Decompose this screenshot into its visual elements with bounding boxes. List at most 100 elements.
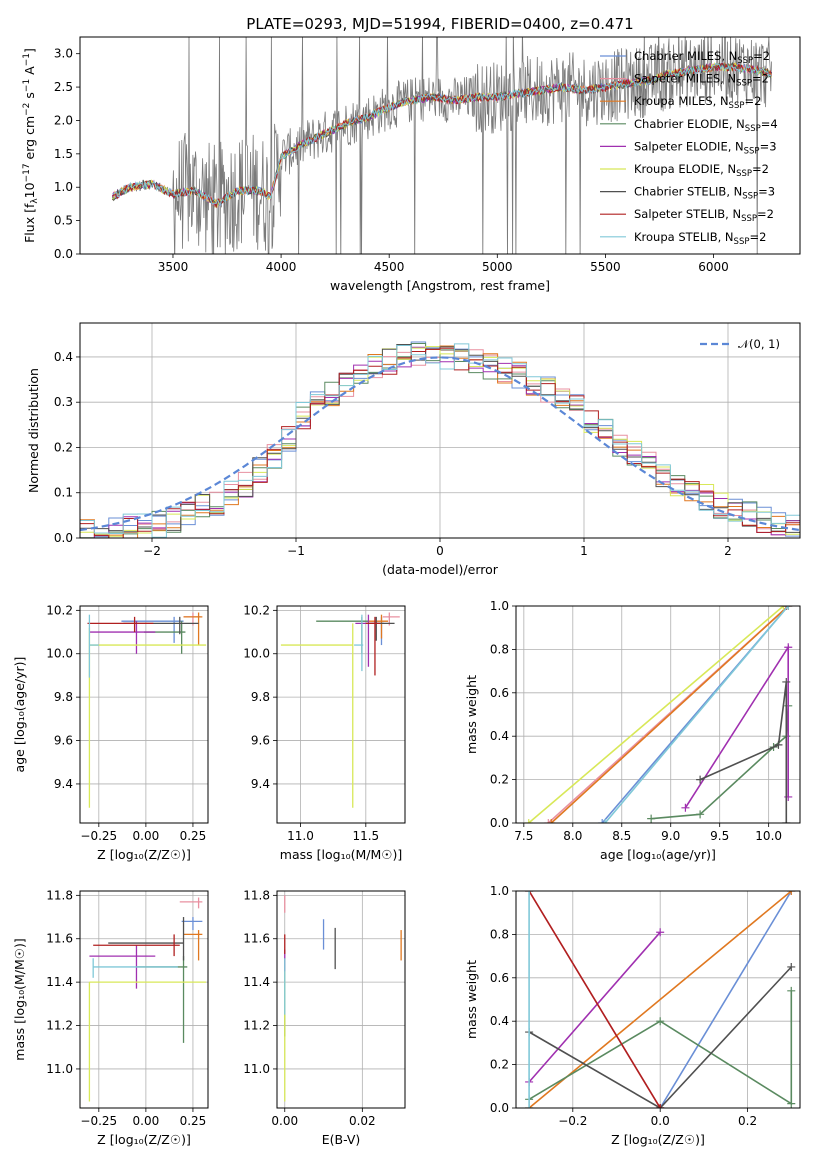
x-tick-label: 0.2	[738, 1114, 757, 1128]
plus-marker	[787, 891, 796, 895]
x-tick-label: 8.5	[612, 829, 631, 843]
x-tick-label: 11.0	[287, 829, 314, 843]
plus-marker	[681, 803, 690, 812]
y-tick-label: 0.6	[490, 971, 509, 985]
age-vs-Z-plot-area	[87, 612, 207, 808]
x-axis-label: Z [log₁₀(Z/Z☉)]	[611, 1132, 705, 1147]
weight-line	[550, 606, 789, 823]
y-tick-label: 9.8	[251, 690, 270, 704]
y-tick-label: 0.6	[490, 686, 509, 700]
weight-series-2	[547, 606, 793, 823]
weight-series-8	[601, 606, 793, 823]
y-tick-label: 0.4	[54, 350, 73, 364]
weight-series-5	[524, 606, 788, 823]
y-tick-label: 0.2	[490, 773, 509, 787]
plus-marker	[696, 775, 705, 784]
legend-label: Salpeter STELIB, NSSP=2	[634, 207, 774, 224]
age-vs-mass-plot-area	[280, 612, 400, 808]
axes-frame	[276, 605, 406, 824]
y-tick-label: 0.4	[490, 1014, 509, 1028]
x-tick-label: 9.5	[710, 829, 729, 843]
y-tick-label: 0.5	[54, 214, 73, 228]
plus-marker	[779, 606, 788, 610]
plus-marker	[598, 819, 607, 823]
plus-marker	[782, 819, 791, 823]
legend-label: 𝒩(0, 1)	[738, 337, 780, 351]
legend-label: Salpeter ELODIE, NSSP=3	[634, 139, 777, 156]
plus-marker	[524, 819, 533, 823]
y-tick-label: 11.6	[243, 932, 270, 946]
histogram-series-8	[80, 343, 800, 538]
y-tick-label: 10.2	[46, 603, 73, 617]
weight-line	[528, 990, 793, 1106]
mass-vs-ebv-plot-area	[284, 895, 402, 1102]
errorbar-point-7	[365, 616, 381, 676]
x-tick-label: 5000	[482, 260, 513, 274]
x-tick-label: 0.00	[271, 1114, 298, 1128]
y-tick-label: 0.0	[54, 531, 73, 545]
plus-marker	[656, 1104, 665, 1108]
x-tick-label: 3500	[158, 260, 189, 274]
errorbar-point-2	[183, 612, 203, 646]
legend-label: Chabrier ELODIE, NSSP=4	[634, 117, 778, 134]
y-tick-label: 9.4	[251, 777, 270, 791]
residuals-plot-area	[80, 341, 800, 538]
errorbar-point-4	[355, 614, 375, 667]
y-tick-label: 0.3	[54, 395, 73, 409]
residuals-panel: −2 −1 0 1 2 0.0 0.1 0.2 0.3 0.4 (data-model)/error…	[26, 322, 801, 577]
errorbar-point-4	[89, 621, 156, 654]
x-tick-label: 1	[580, 544, 588, 558]
x-tick-label: 11.5	[352, 829, 379, 843]
mass-vs-Z-panel: −0.25 0.00 0.25 11.0 11.2 11.4 11.6 11.8 Z [log₁…	[12, 888, 209, 1147]
plus-marker	[656, 1017, 665, 1026]
y-tick-label: 11.0	[243, 1062, 270, 1076]
x-tick-label: −0.25	[80, 1114, 117, 1128]
weight-series-8	[525, 891, 534, 1108]
errorbar-point-5	[280, 623, 354, 808]
y-tick-label: 9.6	[251, 734, 270, 748]
errorbar-point-5	[88, 627, 207, 808]
weight-series-7	[525, 891, 665, 1108]
weight-line	[659, 891, 792, 1108]
x-tick-label: −0.2	[558, 1114, 587, 1128]
y-tick-label: 11.8	[46, 888, 73, 902]
errorbar-point-8	[88, 614, 99, 678]
legend-label: Kroupa MILES, NSSP=2	[634, 94, 761, 111]
x-axis-label: E(B-V)	[322, 1132, 361, 1147]
y-tick-label: 0.0	[54, 247, 73, 261]
weight-series-4	[681, 643, 793, 812]
weight-vs-Z-panel: −0.2 0.0 0.2 0.0 0.2 0.4 0.6 0.8 1.0 Z [log₁₀(Z/Z…	[464, 884, 801, 1147]
y-tick-label: 0.8	[490, 642, 509, 656]
plus-marker	[525, 891, 534, 895]
x-axis-label: mass [log₁₀(M/M☉)]	[280, 847, 402, 862]
x-tick-label: 2	[724, 544, 732, 558]
y-tick-label: 0.0	[490, 816, 509, 830]
plus-marker	[601, 819, 610, 823]
x-tick-label: 0.02	[349, 1114, 376, 1128]
legend-label: Salpeter MILES, NSSP=2	[634, 72, 769, 89]
y-tick-label: 1.5	[54, 147, 73, 161]
x-axis-label: wavelength [Angstrom, rest frame]	[330, 278, 550, 293]
weight-vs-age-panel: 7.5 8.0 8.5 9.0 9.5 10.0 0.0 0.2 0.4 0.6 0.8 1.0 age…	[464, 599, 801, 862]
y-tick-label: 10.0	[243, 647, 270, 661]
y-tick-label: 10.2	[243, 603, 270, 617]
weight-line	[528, 931, 661, 1083]
y-tick-label: 11.6	[46, 932, 73, 946]
y-tick-label: 11.2	[243, 1019, 270, 1033]
normal-distribution-curve	[80, 356, 800, 532]
x-tick-label: 6000	[698, 260, 729, 274]
model-spectrum-line-8	[112, 62, 772, 207]
y-tick-label: 3.0	[54, 47, 73, 61]
y-axis-label: mass weight	[464, 675, 479, 754]
x-tick-label: 4500	[374, 260, 405, 274]
x-tick-label: 4000	[266, 260, 297, 274]
y-axis-label: mass weight	[464, 960, 479, 1039]
errorbar-point-8	[354, 614, 364, 672]
spectrum-legend: Chabrier MILES, NSSP=2 Salpeter MILES, NS…	[600, 49, 778, 247]
x-tick-label: 10.0	[755, 829, 782, 843]
y-tick-label: 0.8	[490, 927, 509, 941]
y-tick-label: 0.1	[54, 486, 73, 500]
axes-frame	[79, 36, 801, 255]
errorbar-point-7	[93, 934, 180, 957]
x-tick-label: 0.25	[180, 1114, 207, 1128]
